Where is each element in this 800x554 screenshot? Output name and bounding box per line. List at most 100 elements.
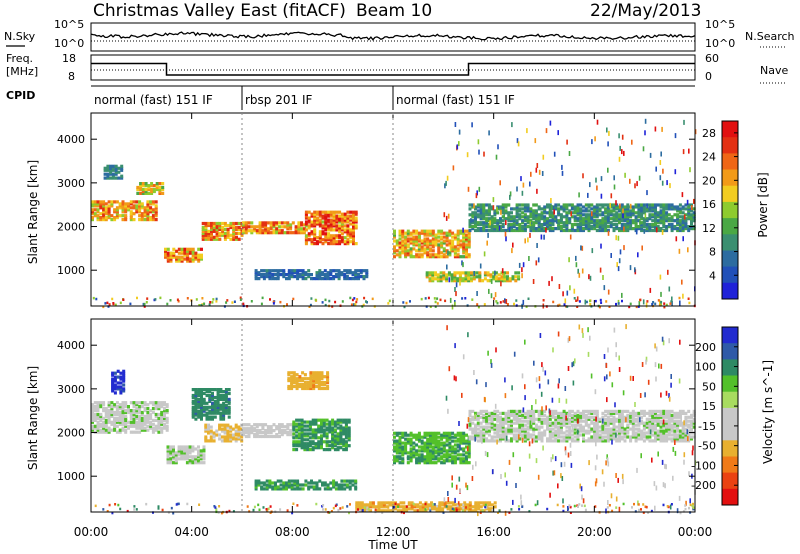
echo-cell bbox=[559, 431, 563, 435]
cpid-segment-label: normal (fast) 151 IF bbox=[94, 93, 213, 107]
echo-cell bbox=[345, 269, 349, 273]
echo-cell bbox=[345, 275, 349, 279]
echo-cell bbox=[465, 249, 468, 253]
echo-cell bbox=[439, 279, 443, 283]
echo-cell bbox=[493, 417, 497, 421]
echo-cell bbox=[476, 413, 480, 417]
echo-cell bbox=[107, 410, 111, 415]
echo-cell bbox=[336, 434, 340, 438]
echo-cell bbox=[673, 207, 677, 211]
speckle-cell bbox=[466, 152, 469, 158]
echo-cell bbox=[543, 219, 547, 223]
echo-cell bbox=[165, 410, 169, 415]
echo-cell bbox=[529, 219, 533, 223]
speckle-cell bbox=[621, 149, 623, 155]
ground-scatter-cell bbox=[166, 302, 169, 306]
echo-cell bbox=[654, 431, 657, 435]
echo-cell bbox=[598, 207, 602, 211]
echo-cell bbox=[286, 223, 290, 227]
cpid-row: CPID normal (fast) 151 IF rbsp 201 IF norm… bbox=[6, 85, 695, 110]
echo-cell bbox=[534, 203, 538, 207]
echo-cell bbox=[116, 387, 120, 391]
echo-cell bbox=[565, 211, 569, 215]
echo-cell bbox=[336, 438, 340, 442]
echo-cell bbox=[401, 433, 405, 437]
echo-cell bbox=[404, 245, 408, 249]
speckle-cell bbox=[568, 257, 570, 263]
echo-cell bbox=[303, 446, 307, 450]
echo-cell bbox=[684, 203, 688, 207]
echo-cell bbox=[309, 377, 313, 381]
echo-cell bbox=[504, 205, 508, 209]
echo-cell bbox=[482, 413, 486, 417]
echo-cell bbox=[562, 223, 566, 227]
echo-cell bbox=[651, 419, 655, 423]
ground-scatter-cell bbox=[354, 303, 357, 306]
echo-cell bbox=[448, 233, 452, 237]
echo-cell bbox=[335, 240, 339, 244]
echo-cell bbox=[453, 271, 457, 275]
echo-cell bbox=[423, 243, 427, 247]
echo-cell bbox=[343, 220, 347, 224]
echo-cell bbox=[136, 191, 140, 195]
echo-cell bbox=[247, 229, 251, 233]
echo-cell bbox=[493, 439, 497, 443]
echo-cell bbox=[554, 219, 558, 223]
echo-cell bbox=[121, 407, 125, 411]
echo-cell bbox=[557, 203, 561, 207]
echo-cell bbox=[431, 237, 435, 241]
echo-cell bbox=[623, 207, 627, 211]
echo-cell bbox=[482, 437, 486, 441]
echo-cell bbox=[247, 431, 251, 435]
echo-cell bbox=[224, 390, 228, 394]
echo-cell bbox=[612, 431, 616, 435]
echo-cell bbox=[459, 431, 463, 435]
echo-cell bbox=[640, 217, 644, 221]
speckle-cell bbox=[678, 248, 681, 254]
echo-cell bbox=[609, 427, 613, 431]
echo-cell bbox=[93, 426, 97, 430]
echo-cell bbox=[327, 228, 331, 232]
echo-cell bbox=[286, 423, 290, 427]
echo-cell bbox=[448, 459, 452, 463]
echo-cell bbox=[339, 426, 343, 430]
ground-scatter-cell bbox=[665, 303, 668, 307]
echo-cell bbox=[587, 415, 591, 419]
speckle-cell bbox=[479, 263, 482, 269]
echo-cell bbox=[576, 203, 580, 207]
echo-cell bbox=[313, 232, 317, 236]
speckle-cell bbox=[498, 225, 501, 231]
echo-cell bbox=[404, 447, 408, 451]
ground-scatter-cell bbox=[92, 296, 95, 300]
echo-cell bbox=[124, 405, 128, 409]
echo-cell bbox=[623, 227, 627, 231]
echo-cell bbox=[634, 435, 638, 439]
echo-cell bbox=[398, 237, 402, 241]
y-tick-label: 4000 bbox=[57, 133, 85, 146]
echo-cell bbox=[250, 427, 254, 431]
speckle-cell bbox=[671, 301, 673, 306]
ground-scatter-cell bbox=[461, 297, 464, 300]
echo-cell bbox=[654, 209, 657, 213]
echo-cell bbox=[266, 425, 270, 429]
echo-cell bbox=[529, 435, 533, 439]
echo-cell bbox=[429, 249, 432, 253]
echo-cell bbox=[132, 416, 136, 420]
noise-panel: N.Sky 10^5 10^0 10^5 10^0 N.Search bbox=[4, 18, 795, 52]
echo-cell bbox=[415, 453, 419, 457]
echo-cell bbox=[501, 431, 505, 435]
echo-cell bbox=[462, 433, 466, 437]
echo-cell bbox=[590, 221, 594, 225]
echo-cell bbox=[326, 373, 330, 377]
echo-cell bbox=[140, 410, 144, 415]
echo-cell bbox=[490, 413, 494, 417]
echo-cell bbox=[303, 438, 307, 442]
echo-cell bbox=[295, 428, 299, 432]
echo-cell bbox=[565, 411, 569, 415]
echo-cell bbox=[631, 431, 635, 435]
echo-cell bbox=[431, 233, 435, 237]
echo-cell bbox=[215, 233, 219, 237]
echo-cell bbox=[420, 435, 424, 439]
echo-cell bbox=[298, 377, 302, 381]
echo-cell bbox=[395, 439, 399, 443]
